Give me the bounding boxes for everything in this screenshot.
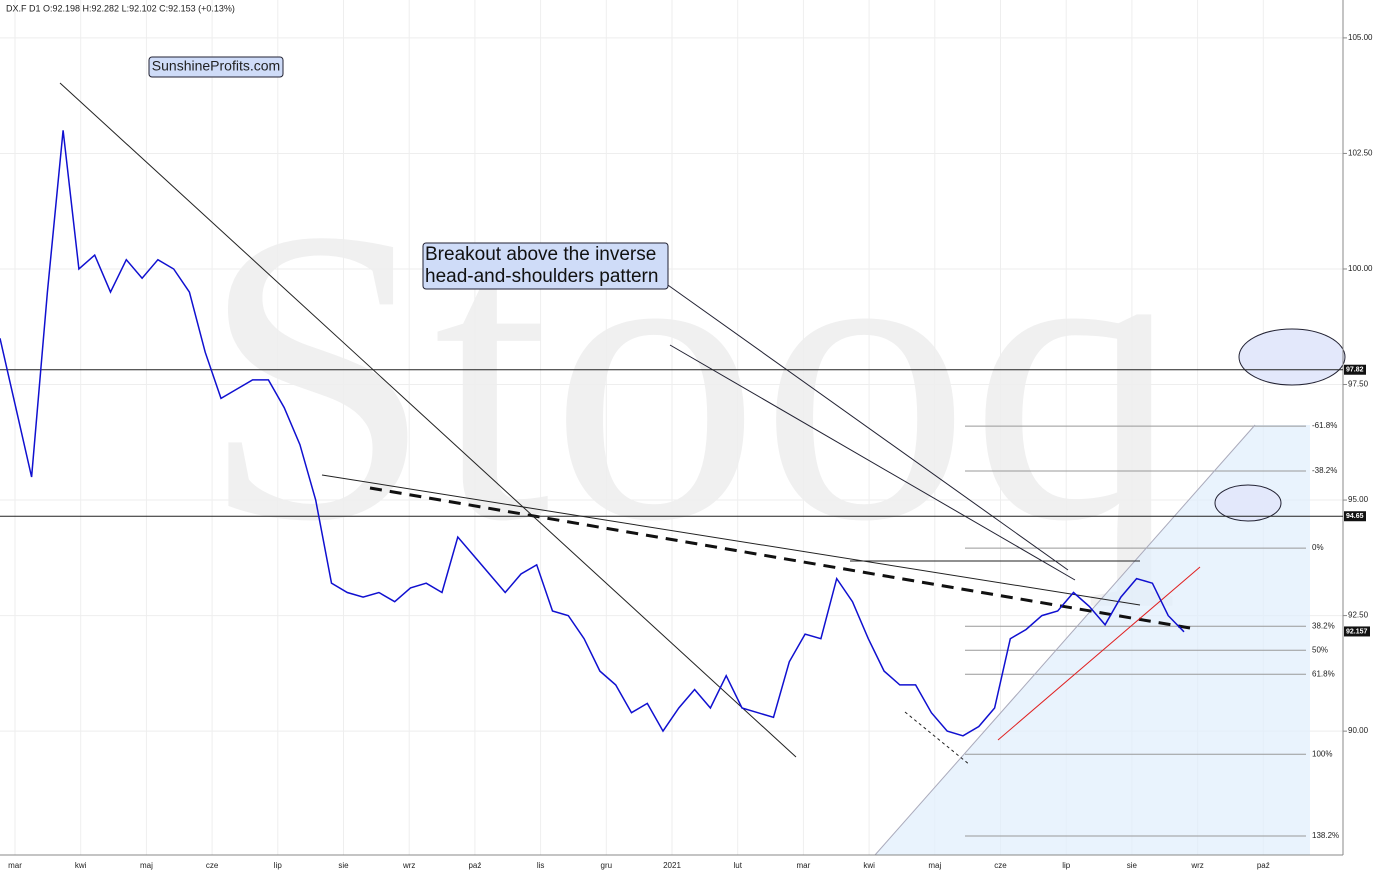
x-tick-label: kwi <box>863 861 875 870</box>
price-tag <box>1344 626 1370 637</box>
price-tag-label: 92.157 <box>1346 628 1368 635</box>
callout-arrow <box>664 282 1069 571</box>
fib-label: -61.8% <box>1312 421 1337 430</box>
fib-label: 50% <box>1312 645 1328 654</box>
highlight-oval <box>1238 328 1346 386</box>
y-tick-label: 92.50 <box>1348 611 1369 620</box>
price-line <box>0 130 1185 737</box>
y-tick-label: 105.00 <box>1348 33 1373 42</box>
fib-zone <box>875 425 1310 855</box>
annotation: Breakout above the inverse head-and-shou… <box>425 244 659 287</box>
price-tag-label: 94.65 <box>1346 513 1364 520</box>
header: DX.F D1 O:92.198 H:92.282 L:92.102 C:92.… <box>6 3 235 13</box>
trendline <box>59 82 797 758</box>
fib-label: 0% <box>1312 543 1324 552</box>
fib-edge <box>874 424 1256 856</box>
fib-label: 61.8% <box>1312 669 1335 678</box>
x-tick-label: maj <box>928 861 941 870</box>
x-tick-label: gru <box>601 861 613 870</box>
x-tick-label: lip <box>1062 861 1071 870</box>
x-tick-label: sie <box>1127 861 1138 870</box>
fib-label: -38.2% <box>1312 466 1337 475</box>
annotation-wrap: Breakout above the inverse head-and-shou… <box>425 244 659 287</box>
support-line <box>997 566 1201 741</box>
x-tick-label: lip <box>274 861 283 870</box>
x-tick-label: paź <box>1257 861 1270 870</box>
trendline <box>321 474 1141 606</box>
x-tick-label: wrz <box>1190 861 1203 870</box>
callout-arrow <box>669 344 1076 581</box>
x-tick-label: mar <box>8 861 22 870</box>
y-tick-label: 97.50 <box>1348 380 1369 389</box>
fib-label: 38.2% <box>1312 621 1335 630</box>
y-tick-label: 95.00 <box>1348 495 1369 504</box>
highlight-oval <box>1214 484 1282 522</box>
x-tick-label: sie <box>338 861 349 870</box>
x-tick-label: lis <box>537 861 545 870</box>
x-tick-label: mar <box>797 861 811 870</box>
annotation: SunshineProfits.com <box>152 58 280 74</box>
x-tick-label: 2021 <box>663 861 681 870</box>
x-tick-label: kwi <box>75 861 87 870</box>
x-tick-label: wrz <box>402 861 415 870</box>
price-tag-label: 97.82 <box>1346 367 1364 374</box>
x-tick-label: paź <box>468 861 481 870</box>
annotation-box <box>148 56 284 78</box>
x-tick-label: lut <box>733 861 742 870</box>
y-tick-label: 90.00 <box>1348 726 1369 735</box>
annotation-box <box>422 242 669 290</box>
price-tag <box>1344 511 1366 522</box>
x-tick-label: maj <box>140 861 153 870</box>
fib-label: 138.2% <box>1312 831 1339 840</box>
x-tick-label: cze <box>206 861 219 870</box>
trendline <box>904 711 971 766</box>
price-tag <box>1344 364 1366 375</box>
y-tick-label: 102.50 <box>1348 149 1373 158</box>
y-tick-label: 100.00 <box>1348 264 1373 273</box>
fib-label: 100% <box>1312 749 1332 758</box>
watermark: Stooq <box>200 142 1180 608</box>
x-tick-label: cze <box>994 861 1007 870</box>
